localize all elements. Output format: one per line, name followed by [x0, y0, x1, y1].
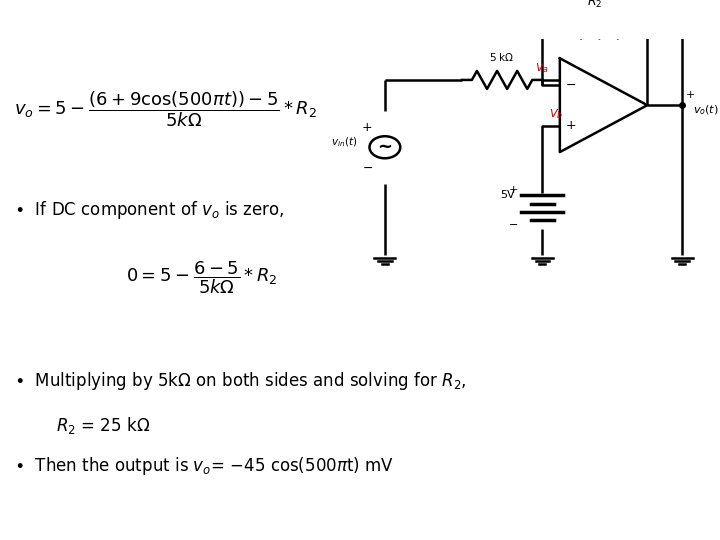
Text: $-$: $-$ — [564, 78, 576, 91]
Text: $\bullet$  If DC component of $v_o$ is zero,: $\bullet$ If DC component of $v_o$ is ze… — [14, 199, 284, 221]
Text: $R_2$ = 25 k$\Omega$: $R_2$ = 25 k$\Omega$ — [56, 415, 150, 436]
Text: $0 = 5 - \dfrac{6-5}{5k\Omega} * R_2$: $0 = 5 - \dfrac{6-5}{5k\Omega} * R_2$ — [126, 259, 278, 296]
Text: ~: ~ — [377, 138, 392, 156]
Text: $R_2$: $R_2$ — [588, 0, 603, 10]
Text: +: + — [508, 185, 518, 195]
Text: $V_a$: $V_a$ — [536, 61, 549, 75]
Text: $V_b$: $V_b$ — [549, 107, 564, 121]
Text: 5 k$\Omega$: 5 k$\Omega$ — [490, 51, 515, 63]
Text: +: + — [685, 90, 696, 100]
Text: $+$: $+$ — [564, 119, 576, 132]
Text: $\bullet$  Then the output is $v_o$= $-$45 cos(500$\pi$t) mV: $\bullet$ Then the output is $v_o$= $-$4… — [14, 455, 394, 477]
Text: 5V: 5V — [500, 190, 515, 200]
Text: +: + — [362, 121, 373, 134]
Text: $-$: $-$ — [508, 219, 518, 228]
Text: $\bullet$  Multiplying by 5k$\Omega$ on both sides and solving for $R_2$,: $\bullet$ Multiplying by 5k$\Omega$ on b… — [14, 370, 467, 392]
Text: $v_o(t)$: $v_o(t)$ — [693, 103, 719, 117]
Text: $-$: $-$ — [362, 161, 373, 174]
Text: $v_o = 5 - \dfrac{(6+9\cos(500\pi t))-5}{5k\Omega} * R_2$: $v_o = 5 - \dfrac{(6+9\cos(500\pi t))-5}… — [14, 89, 318, 129]
Text: $v_{in}(t)$: $v_{in}(t)$ — [330, 136, 357, 149]
